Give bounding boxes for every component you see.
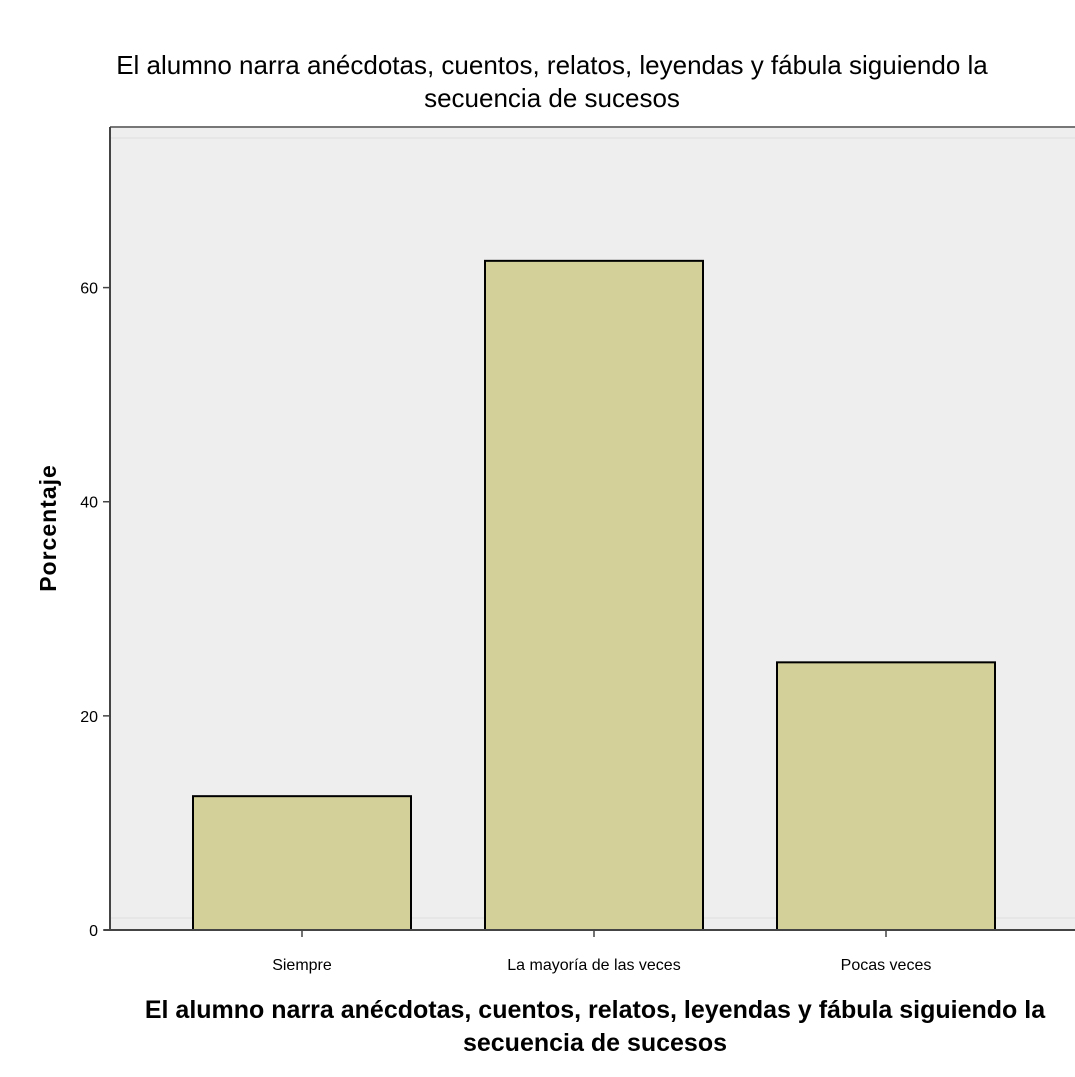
y-tick-label-60: 60 [80,281,98,298]
chart-title-line-1: El alumno narra anécdotas, cuentos, rela… [116,50,988,80]
x-axis-label-line-2: secuencia de sucesos [463,1029,727,1057]
y-axis-label: Porcentaje [35,464,61,592]
y-tick-label-40: 40 [80,495,98,512]
chart-title-line-2: secuencia de sucesos [424,83,680,113]
y-tick-label-20: 20 [80,709,98,726]
x-tick-label-1: Siempre [272,957,332,974]
bar-1 [192,795,412,932]
x-tick-label-2: La mayoría de las veces [507,957,680,974]
x-tick-label-3: Pocas veces [841,957,932,974]
y-ticks-group: 0 20 40 60 [80,281,110,940]
y-tick-label-0: 0 [89,923,98,940]
bar-2 [484,259,704,932]
bars-group [192,259,996,932]
x-ticks-group: Siempre La mayoría de las veces Pocas vece… [272,930,931,974]
x-axis-label-line-1: El alumno narra anécdotas, cuentos, rela… [145,996,1046,1024]
bar-3 [776,661,996,931]
